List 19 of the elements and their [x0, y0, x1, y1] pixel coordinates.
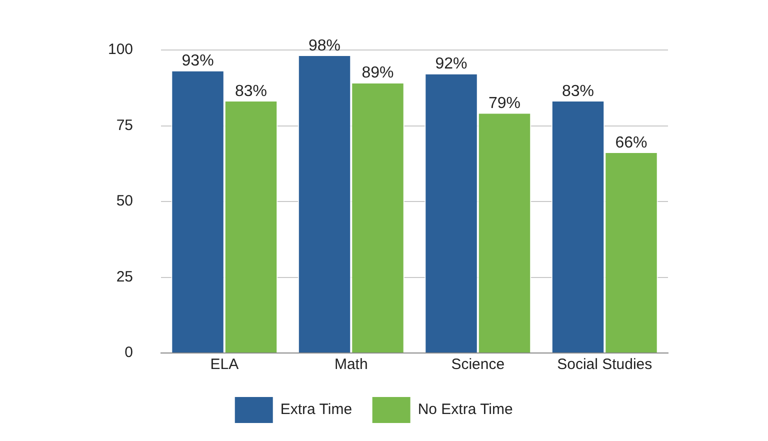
y-tick-label: 0: [124, 344, 134, 362]
legend-label: Extra Time: [280, 401, 352, 418]
data-label: 98%: [308, 37, 341, 54]
data-label: 92%: [435, 56, 468, 73]
x-tick-label: Social Studies: [557, 356, 652, 374]
data-label: 93%: [182, 52, 214, 70]
data-label: 66%: [615, 134, 648, 152]
x-tick-label: Science: [451, 356, 505, 374]
data-label: 83%: [562, 82, 594, 100]
y-tick-label: 50: [116, 192, 134, 210]
x-tick-label: Math: [334, 356, 368, 374]
y-tick-label: 25: [116, 268, 134, 286]
legend-label: No Extra Time: [418, 401, 513, 418]
x-tick-label: ELA: [210, 356, 239, 374]
data-label: 89%: [362, 64, 394, 82]
y-tick-label: 75: [116, 116, 134, 134]
data-label: 79%: [488, 95, 521, 112]
data-label: 83%: [235, 82, 268, 100]
y-tick-label: 100: [108, 41, 134, 58]
